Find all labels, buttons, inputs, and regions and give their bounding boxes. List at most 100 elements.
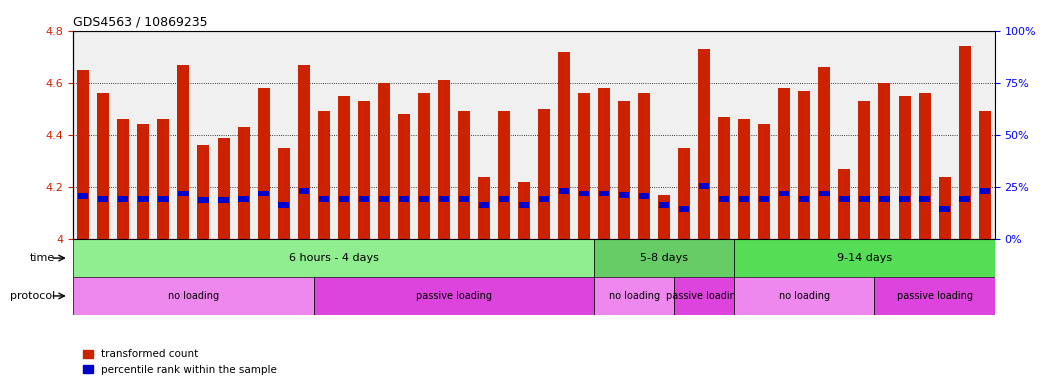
Bar <box>758 124 771 239</box>
Bar <box>799 196 809 202</box>
Legend: transformed count, percentile rank within the sample: transformed count, percentile rank withi… <box>79 345 282 379</box>
Bar <box>198 145 209 239</box>
Bar <box>498 111 510 239</box>
Bar <box>779 190 789 196</box>
Text: 9-14 days: 9-14 days <box>837 253 892 263</box>
Bar <box>158 196 169 202</box>
Bar <box>198 197 208 203</box>
Bar <box>618 101 630 239</box>
Bar <box>918 93 931 239</box>
Bar <box>638 93 650 239</box>
Bar <box>279 202 289 208</box>
FancyBboxPatch shape <box>734 277 874 315</box>
Bar <box>138 196 149 202</box>
FancyBboxPatch shape <box>734 239 995 277</box>
Bar <box>659 202 669 208</box>
Bar <box>418 93 430 239</box>
Bar <box>538 109 550 239</box>
FancyBboxPatch shape <box>674 277 734 315</box>
Bar <box>98 196 109 202</box>
Bar <box>678 148 690 239</box>
Bar <box>358 101 370 239</box>
Bar <box>478 202 489 208</box>
Bar <box>277 148 290 239</box>
Text: no loading: no loading <box>608 291 660 301</box>
Bar <box>718 117 730 239</box>
Bar <box>259 190 269 196</box>
Bar <box>519 202 529 208</box>
Bar <box>338 196 349 202</box>
Text: 5-8 days: 5-8 days <box>640 253 688 263</box>
Bar <box>840 196 849 202</box>
Bar <box>258 88 269 239</box>
Bar <box>518 182 530 239</box>
Bar <box>878 83 891 239</box>
Bar <box>379 196 388 202</box>
Bar <box>438 80 450 239</box>
Bar <box>298 188 309 194</box>
Bar <box>698 49 710 239</box>
Text: time: time <box>29 253 54 263</box>
Bar <box>77 70 89 239</box>
Text: no loading: no loading <box>168 291 219 301</box>
Bar <box>398 114 409 239</box>
Text: passive loading: passive loading <box>896 291 973 301</box>
Bar <box>439 196 449 202</box>
Bar <box>738 119 751 239</box>
Bar <box>939 206 950 212</box>
Bar <box>477 177 490 239</box>
Bar <box>498 196 509 202</box>
Bar <box>579 190 589 196</box>
Text: passive loading: passive loading <box>666 291 742 301</box>
Bar <box>399 196 409 202</box>
Bar <box>820 190 829 196</box>
Bar <box>819 67 830 239</box>
Bar <box>219 197 228 203</box>
Bar <box>559 188 570 194</box>
FancyBboxPatch shape <box>594 239 734 277</box>
Bar <box>959 46 971 239</box>
Bar <box>318 196 329 202</box>
Bar <box>639 193 649 199</box>
Bar <box>297 65 310 239</box>
Bar <box>359 196 369 202</box>
Text: protocol: protocol <box>9 291 54 301</box>
FancyBboxPatch shape <box>73 239 594 277</box>
FancyBboxPatch shape <box>874 277 995 315</box>
Bar <box>458 111 470 239</box>
Bar <box>979 111 990 239</box>
Bar <box>218 137 229 239</box>
Bar <box>619 192 629 198</box>
Bar <box>899 196 910 202</box>
Bar <box>739 196 750 202</box>
Bar <box>578 93 591 239</box>
FancyBboxPatch shape <box>314 277 594 315</box>
FancyBboxPatch shape <box>594 277 674 315</box>
Text: GDS4563 / 10869235: GDS4563 / 10869235 <box>73 15 208 28</box>
Bar <box>839 169 850 239</box>
Bar <box>699 183 709 189</box>
FancyBboxPatch shape <box>73 277 314 315</box>
Bar <box>117 119 130 239</box>
Bar <box>860 196 870 202</box>
Bar <box>599 190 609 196</box>
Bar <box>859 101 870 239</box>
Bar <box>137 124 150 239</box>
Bar <box>778 88 790 239</box>
Bar <box>79 193 88 199</box>
Bar <box>719 196 730 202</box>
Bar <box>118 196 129 202</box>
Bar <box>539 196 549 202</box>
Bar <box>419 196 429 202</box>
Bar <box>239 196 248 202</box>
Bar <box>898 96 911 239</box>
Bar <box>558 51 570 239</box>
Bar <box>680 206 689 212</box>
Text: no loading: no loading <box>779 291 830 301</box>
Bar <box>938 177 951 239</box>
Text: passive loading: passive loading <box>416 291 492 301</box>
Bar <box>177 65 190 239</box>
Bar <box>659 195 670 239</box>
Bar <box>97 93 109 239</box>
Bar <box>959 196 970 202</box>
